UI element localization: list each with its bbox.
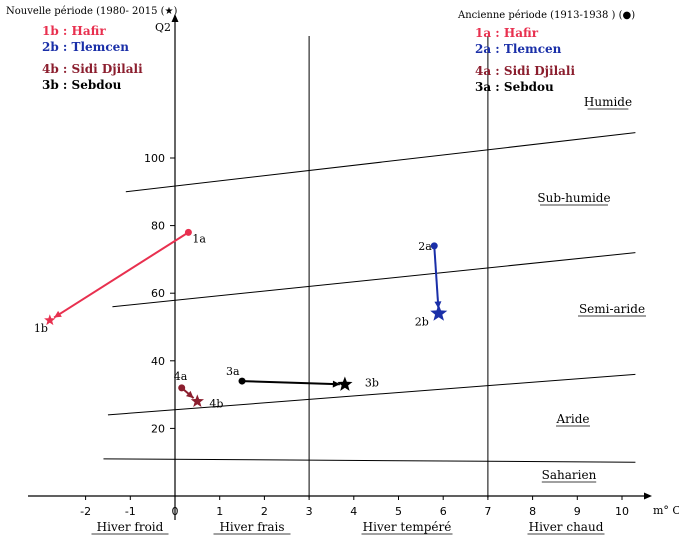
old-point-label: 3a [226, 365, 240, 378]
new-period-star [44, 314, 56, 326]
x-tick-label: 5 [395, 505, 402, 518]
x-tick-label: 4 [350, 505, 357, 518]
trajectory-arrowhead [332, 380, 340, 388]
y-axis-arrow [171, 14, 179, 22]
zone-boundary-line [125, 132, 636, 193]
old-period-point [238, 377, 246, 385]
x-axis-arrow [644, 492, 652, 500]
new-period-star [430, 304, 448, 321]
y-tick-label: 20 [151, 422, 165, 435]
winter-type-label: Hiver tempéré [363, 520, 452, 534]
legend-item-hafir-old: 1a : Hafir [475, 26, 539, 40]
trajectory-arrowhead [434, 301, 442, 309]
new-point-label: 2b [415, 315, 429, 328]
trajectory-line [242, 380, 340, 386]
legend-item-tlemcen-new: 2b : Tlemcen [42, 40, 130, 54]
legend-item-hafir-new: 1b : Hafir [42, 24, 106, 38]
x-tick-label: 0 [172, 505, 179, 518]
y-tick-label: 60 [151, 287, 165, 300]
station-series: 1a 1b 2a 2b 4a 4b 3a 3b [34, 228, 448, 410]
winter-type-label: Hiver frais [219, 520, 284, 534]
old-period-point [184, 228, 192, 236]
zone-boundary-line [112, 252, 636, 308]
new-point-label: 3b [365, 376, 379, 389]
legend-new-title: Nouvelle période (1980- 2015 (★) [6, 6, 178, 17]
x-tick-label: 3 [306, 505, 313, 518]
zone-label: Sub-humide [537, 191, 610, 205]
legend-item-sebdou-old: 3a : Sebdou [475, 80, 554, 94]
zone-label: Semi-aride [579, 302, 645, 316]
trajectory-line [433, 245, 440, 309]
legend-old-title: Ancienne période (1913-1938 ) (●) [458, 10, 636, 21]
winter-type-label: Hiver chaud [529, 520, 604, 534]
legend-new-period: Nouvelle période (1980- 2015 (★) 1b : Ha… [6, 6, 177, 93]
trajectory-arrowhead [185, 390, 194, 399]
zone-label: Aride [555, 412, 589, 426]
y-tick-label: 100 [144, 152, 165, 165]
legend-old-period: Ancienne période (1913-1938 ) (●) 1a : H… [458, 10, 635, 95]
tick-labels: -2 -1 0 1 2 3 4 5 6 7 8 9 10 20 40 60 80 100 [80, 152, 629, 518]
winter-boundaries [308, 36, 489, 498]
zone-boundaries [103, 132, 636, 463]
old-period-point [430, 242, 438, 250]
x-tick-label: 2 [261, 505, 268, 518]
zone-boundary-line [103, 458, 636, 463]
y-tick-label: 40 [151, 355, 165, 368]
x-tick-label: -1 [125, 505, 136, 518]
trajectory-arrowhead [54, 310, 62, 318]
new-period-star [337, 376, 353, 391]
x-tick-label: 1 [216, 505, 223, 518]
x-tick-label: 9 [574, 505, 581, 518]
x-tick-label: 8 [529, 505, 536, 518]
x-tick-label: 10 [615, 505, 629, 518]
zone-label: Humide [584, 95, 632, 109]
legend-item-sididjilali-old: 4a : Sidi Djilali [475, 64, 576, 78]
legend-item-sididjilali-new: 4b : Sidi Djilali [42, 62, 143, 76]
x-tick-label: -2 [80, 505, 91, 518]
old-period-point [178, 384, 186, 392]
new-point-label: 4b [209, 397, 223, 410]
x-axis-title: m° C [653, 504, 679, 517]
winter-type-label: Hiver froid [97, 520, 164, 534]
new-period-star [190, 394, 204, 407]
x-tick-label: 6 [440, 505, 447, 518]
zone-labels: Humide Sub-humide Semi-aride Aride Saharien H… [91, 95, 646, 535]
legend-item-sebdou-new: 3b : Sebdou [42, 78, 122, 92]
y-tick-label: 80 [151, 220, 165, 233]
new-point-label: 1b [34, 322, 48, 335]
old-point-label: 2a [418, 240, 432, 253]
trajectory-line [53, 231, 189, 319]
legend-item-tlemcen-old: 2a : Tlemcen [475, 42, 562, 56]
old-point-label: 1a [192, 232, 206, 245]
old-point-label: 4a [174, 370, 188, 383]
y-axis-title: Q2 [155, 21, 171, 34]
zone-label: Saharien [542, 468, 597, 482]
zone-boundary-line [107, 373, 636, 416]
x-tick-label: 7 [484, 505, 491, 518]
axes: m° C Q2 [28, 14, 679, 520]
